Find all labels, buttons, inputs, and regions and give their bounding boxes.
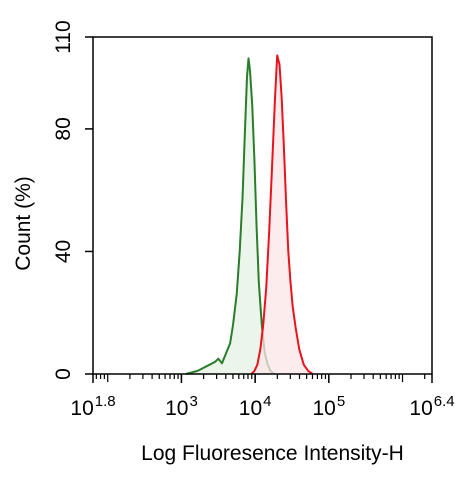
y-axis-ticks: 0 40 80 110 bbox=[52, 20, 93, 380]
x-tick-label-4: 106.4 bbox=[409, 393, 454, 420]
y-axis-label: Count (%) bbox=[12, 176, 35, 271]
x-tick-label-2: 104 bbox=[239, 393, 272, 420]
x-tick-label-1: 103 bbox=[165, 393, 198, 420]
series-0-line bbox=[185, 57, 275, 375]
y-tick-label-2: 80 bbox=[52, 117, 75, 140]
plot-area bbox=[185, 54, 314, 375]
series-1-line bbox=[250, 54, 314, 375]
y-tick-label-1: 40 bbox=[52, 240, 75, 263]
series-0-area bbox=[185, 58, 275, 375]
x-tick-label-3: 105 bbox=[312, 393, 345, 420]
x-axis-label: Log Fluoresence Intensity-H bbox=[141, 442, 404, 465]
x-tick-label-0: 101.8 bbox=[70, 393, 115, 420]
y-tick-label-0: 0 bbox=[52, 368, 75, 380]
x-axis-ticks: 101.8 103 104 105 106.4 bbox=[70, 374, 455, 420]
plot-frame bbox=[92, 36, 433, 375]
y-tick-label-3: 110 bbox=[52, 20, 75, 53]
